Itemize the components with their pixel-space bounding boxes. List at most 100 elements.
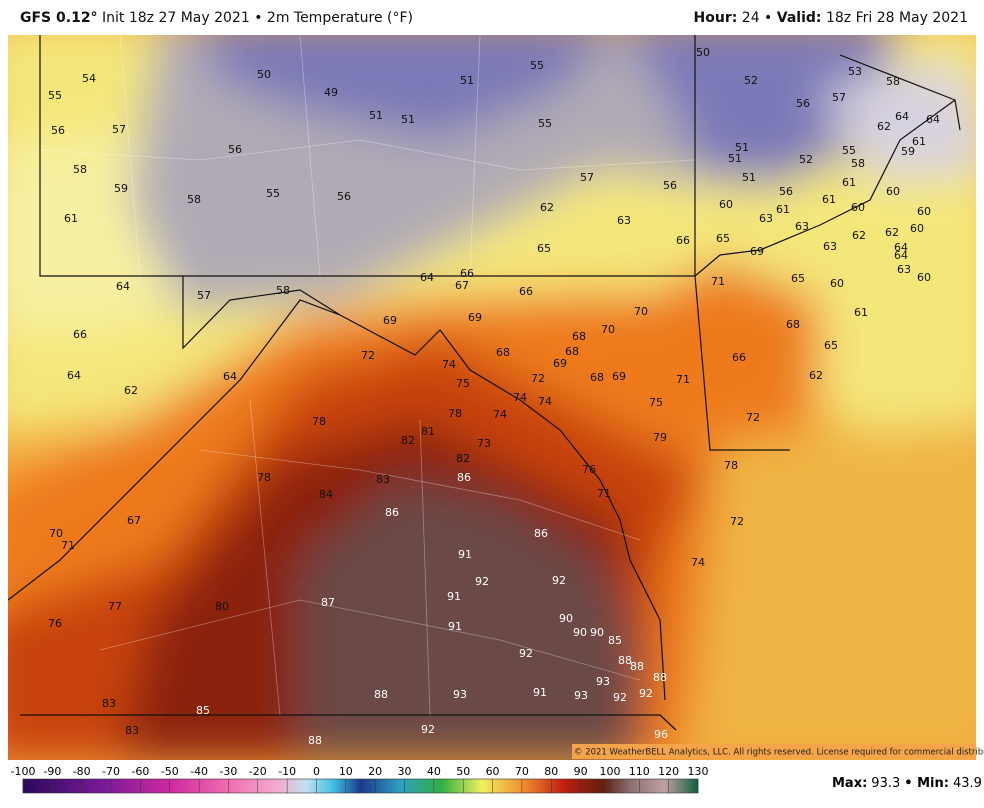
temperature-label: 55 xyxy=(538,117,552,130)
temperature-label: 78 xyxy=(312,415,326,428)
temperature-label: 69 xyxy=(612,370,626,383)
temperature-label: 72 xyxy=(531,372,545,385)
temperature-label: 71 xyxy=(676,373,690,386)
temperature-label: 62 xyxy=(809,369,823,382)
temperature-label: 74 xyxy=(442,358,456,371)
colorbar-tick-label: -10 xyxy=(278,765,296,778)
colorbar-tick-label: 10 xyxy=(339,765,353,778)
temperature-label: 52 xyxy=(744,74,758,87)
temperature-label: 56 xyxy=(663,179,677,192)
max-label: Max: xyxy=(832,776,867,791)
temperature-label: 64 xyxy=(894,249,908,262)
temperature-label: 65 xyxy=(791,272,805,285)
temperature-label: 90 xyxy=(590,626,604,639)
temperature-label: 78 xyxy=(724,459,738,472)
temperature-label: 60 xyxy=(830,277,844,290)
temperature-label: 82 xyxy=(456,452,470,465)
colorbar-tick-label: 70 xyxy=(515,765,529,778)
colorbar-tick-label: -20 xyxy=(249,765,267,778)
model: GFS 0.12° xyxy=(20,10,98,26)
temperature-label: 62 xyxy=(852,229,866,242)
copyright-box xyxy=(572,744,976,759)
temperature-label: 68 xyxy=(786,318,800,331)
temperature-label: 65 xyxy=(537,242,551,255)
temperature-label: 83 xyxy=(376,473,390,486)
temperature-label: 88 xyxy=(308,734,322,747)
temperature-label: 61 xyxy=(842,176,856,189)
temperature-label: 55 xyxy=(530,59,544,72)
temperature-label: 58 xyxy=(276,284,290,297)
temperature-label: 55 xyxy=(266,187,280,200)
temperature-label: 90 xyxy=(573,626,587,639)
temperature-label: 64 xyxy=(116,280,130,293)
temperature-label: 61 xyxy=(854,306,868,319)
temperature-label: 69 xyxy=(383,314,397,327)
borders xyxy=(8,35,961,731)
temperature-label: 56 xyxy=(228,143,242,156)
temperature-label: 52 xyxy=(799,153,813,166)
colorbar-tick-label: -60 xyxy=(131,765,149,778)
temperature-label: 58 xyxy=(886,75,900,88)
temperature-label: 68 xyxy=(590,371,604,384)
temperature-label: 64 xyxy=(894,241,908,254)
temperature-label: 63 xyxy=(795,220,809,233)
temperature-label: 72 xyxy=(746,411,760,424)
temperature-label: 83 xyxy=(102,697,116,710)
temperature-label: 56 xyxy=(51,124,65,137)
temperature-label: 70 xyxy=(634,305,648,318)
temperature-label: 79 xyxy=(653,431,667,444)
temperature-label: 64 xyxy=(223,370,237,383)
copyright: © 2021 WeatherBELL Analytics, LLC. All r… xyxy=(574,748,984,758)
temperature-label: 67 xyxy=(455,279,469,292)
temperature-label: 60 xyxy=(851,201,865,214)
temperature-label: 83 xyxy=(125,724,139,737)
temperature-label: 50 xyxy=(696,46,710,59)
header-right: Hour: 24 • Valid: 18z Fri 28 May 2021 xyxy=(694,10,968,26)
temperature-label: 51 xyxy=(401,113,415,126)
temperature-label: 60 xyxy=(917,271,931,284)
temperature-label: 92 xyxy=(552,574,566,587)
temperature-label: 74 xyxy=(538,395,552,408)
temperature-label: 54 xyxy=(82,72,96,85)
colorbar-tick-label: -50 xyxy=(161,765,179,778)
temperature-label: 60 xyxy=(719,198,733,211)
temperature-label: 77 xyxy=(108,600,122,613)
temperature-label: 64 xyxy=(67,369,81,382)
temperature-label: 51 xyxy=(728,152,742,165)
temperature-label: 76 xyxy=(48,617,62,630)
header-left: GFS 0.12° Init 18z 27 May 2021 • 2m Temp… xyxy=(20,10,413,26)
colorbar-tick-label: 20 xyxy=(368,765,382,778)
temperature-label: 86 xyxy=(534,527,548,540)
temperature-label: 70 xyxy=(601,323,615,336)
temperature-label: 63 xyxy=(897,263,911,276)
temperature-label: 85 xyxy=(608,634,622,647)
temperature-label: 68 xyxy=(496,346,510,359)
colorbar-tick-label: 60 xyxy=(486,765,500,778)
temperature-label: 66 xyxy=(73,328,87,341)
temperature-label: 51 xyxy=(735,141,749,154)
temperature-label: 50 xyxy=(257,68,271,81)
temperature-label: 62 xyxy=(540,201,554,214)
temperature-label: 88 xyxy=(618,654,632,667)
temperature-label: 71 xyxy=(711,275,725,288)
temperature-label: 91 xyxy=(447,590,461,603)
temperature-label: 68 xyxy=(565,345,579,358)
temperature-label: 70 xyxy=(49,527,63,540)
temperature-label: 93 xyxy=(574,689,588,702)
temperature-label: 59 xyxy=(114,182,128,195)
temperature-label: 66 xyxy=(460,267,474,280)
temperature-label: 88 xyxy=(653,671,667,684)
colorbar-tick-label: 120 xyxy=(658,765,679,778)
temperature-label: 92 xyxy=(519,647,533,660)
temperature-label: 64 xyxy=(420,271,434,284)
min-label: • Min: xyxy=(904,776,949,791)
valid: 18z Fri 28 May 2021 xyxy=(825,10,968,26)
temperature-label: 74 xyxy=(513,391,527,404)
temperature-label: 96 xyxy=(654,728,668,741)
temperature-label: 62 xyxy=(885,226,899,239)
colorbar: -100 -90 -80 -70 -60 -50 -40 -30 -20 -10 0 10 20 30 40… xyxy=(11,765,709,794)
temperature-label: 93 xyxy=(596,675,610,688)
